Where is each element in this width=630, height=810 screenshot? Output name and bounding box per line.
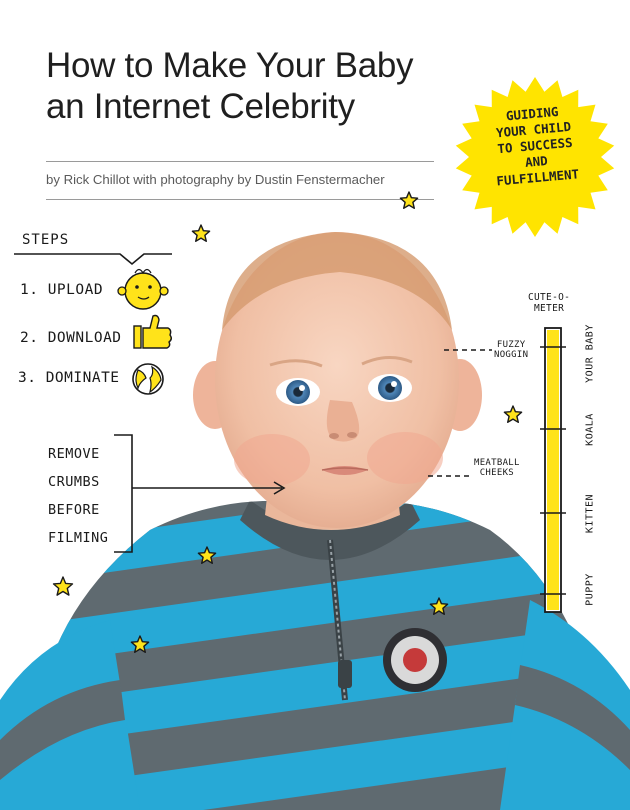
meter-title-line-2: METER: [534, 303, 565, 314]
meter-label-kitten: KITTEN: [584, 493, 596, 534]
fuzzy-line-1: FUZZY: [496, 340, 526, 350]
meatball-line-2: CHEEKS: [479, 468, 515, 478]
divider-bottom: [46, 199, 434, 200]
meatball-cheeks-callout: MEATBALL CHEEKS: [474, 458, 520, 478]
meter-label-koala: KOALA: [584, 413, 596, 446]
note-line-4: FILMING: [48, 530, 109, 546]
title-line-1: How to Make Your Baby: [46, 46, 414, 85]
byline: by Rick Chillot with photography by Dust…: [46, 172, 385, 187]
note-line-3: BEFORE: [48, 502, 100, 518]
note-line-1: REMOVE: [48, 446, 100, 462]
meter-label-puppy: PUPPY: [584, 573, 596, 606]
step-2-label: 2. DOWNLOAD: [20, 330, 122, 346]
fuzzy-noggin-callout: FUZZY NOGGIN: [494, 340, 528, 360]
meter-label-your-baby: YOUR BABY: [584, 324, 596, 383]
meter-title: CUTE-O- METER: [528, 292, 570, 314]
fuzzy-line-2: NOGGIN: [494, 350, 529, 360]
title-line-2: an Internet Celebrity: [46, 86, 355, 126]
steps-heading: STEPS: [22, 232, 70, 248]
step-3-label: 3. DOMINATE: [18, 370, 120, 386]
divider-top: [46, 161, 434, 162]
starburst-badge: [455, 77, 615, 237]
meter-title-line-1: CUTE-O-: [528, 292, 571, 303]
step-1-label: 1. UPLOAD: [20, 282, 104, 298]
starburst-text: GUIDING YOUR CHILD TO SUCCESS AND FULFIL…: [449, 99, 621, 193]
meatball-line-1: MEATBALL: [474, 458, 520, 468]
book-title: How to Make Your Baby an Internet Celebr…: [46, 46, 476, 128]
note-line-2: CRUMBS: [48, 474, 100, 490]
